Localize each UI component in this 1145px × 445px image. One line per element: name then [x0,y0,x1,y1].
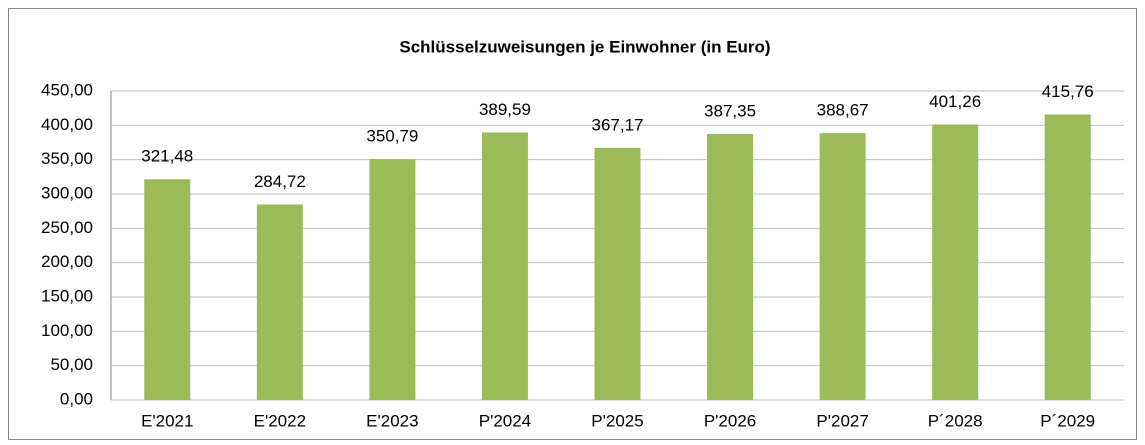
y-tick-label: 50,00 [50,355,93,374]
bar [819,133,866,400]
x-tick-label: P´2028 [928,411,983,430]
x-tick-label: E'2021 [141,411,193,430]
bar [481,132,528,400]
bar [932,124,979,400]
bar [369,159,416,400]
value-label: 388,67 [817,101,869,120]
x-tick-label: P'2026 [704,411,756,430]
y-tick-label: 400,00 [41,115,93,134]
bar [707,134,754,401]
x-tick-label: P'2025 [591,411,643,430]
y-tick-label: 0,00 [60,389,93,408]
y-tick-label: 450,00 [41,80,93,99]
bar [594,147,641,400]
y-tick-label: 100,00 [41,321,93,340]
value-label: 284,72 [254,172,306,191]
value-label: 387,35 [704,102,756,121]
value-label: 321,48 [141,147,193,166]
bar [256,204,303,400]
x-tick-label: P'2024 [479,411,531,430]
y-tick-label: 250,00 [41,218,93,237]
bar [1044,114,1091,400]
chart-title: Schlüsselzuweisungen je Einwohner (in Eu… [399,37,770,56]
x-tick-label: E'2023 [366,411,418,430]
y-tick-label: 350,00 [41,149,93,168]
x-tick-label: P´2029 [1040,411,1095,430]
value-label: 350,79 [366,127,418,146]
value-label: 401,26 [929,92,981,111]
y-tick-label: 200,00 [41,252,93,271]
value-label: 389,59 [479,100,531,119]
x-tick-label: E'2022 [254,411,306,430]
x-tick-label: P'2027 [816,411,868,430]
y-tick-label: 150,00 [41,286,93,305]
value-label: 415,76 [1042,82,1094,101]
value-label: 367,17 [592,115,644,134]
y-tick-label: 300,00 [41,183,93,202]
bar [144,179,191,400]
